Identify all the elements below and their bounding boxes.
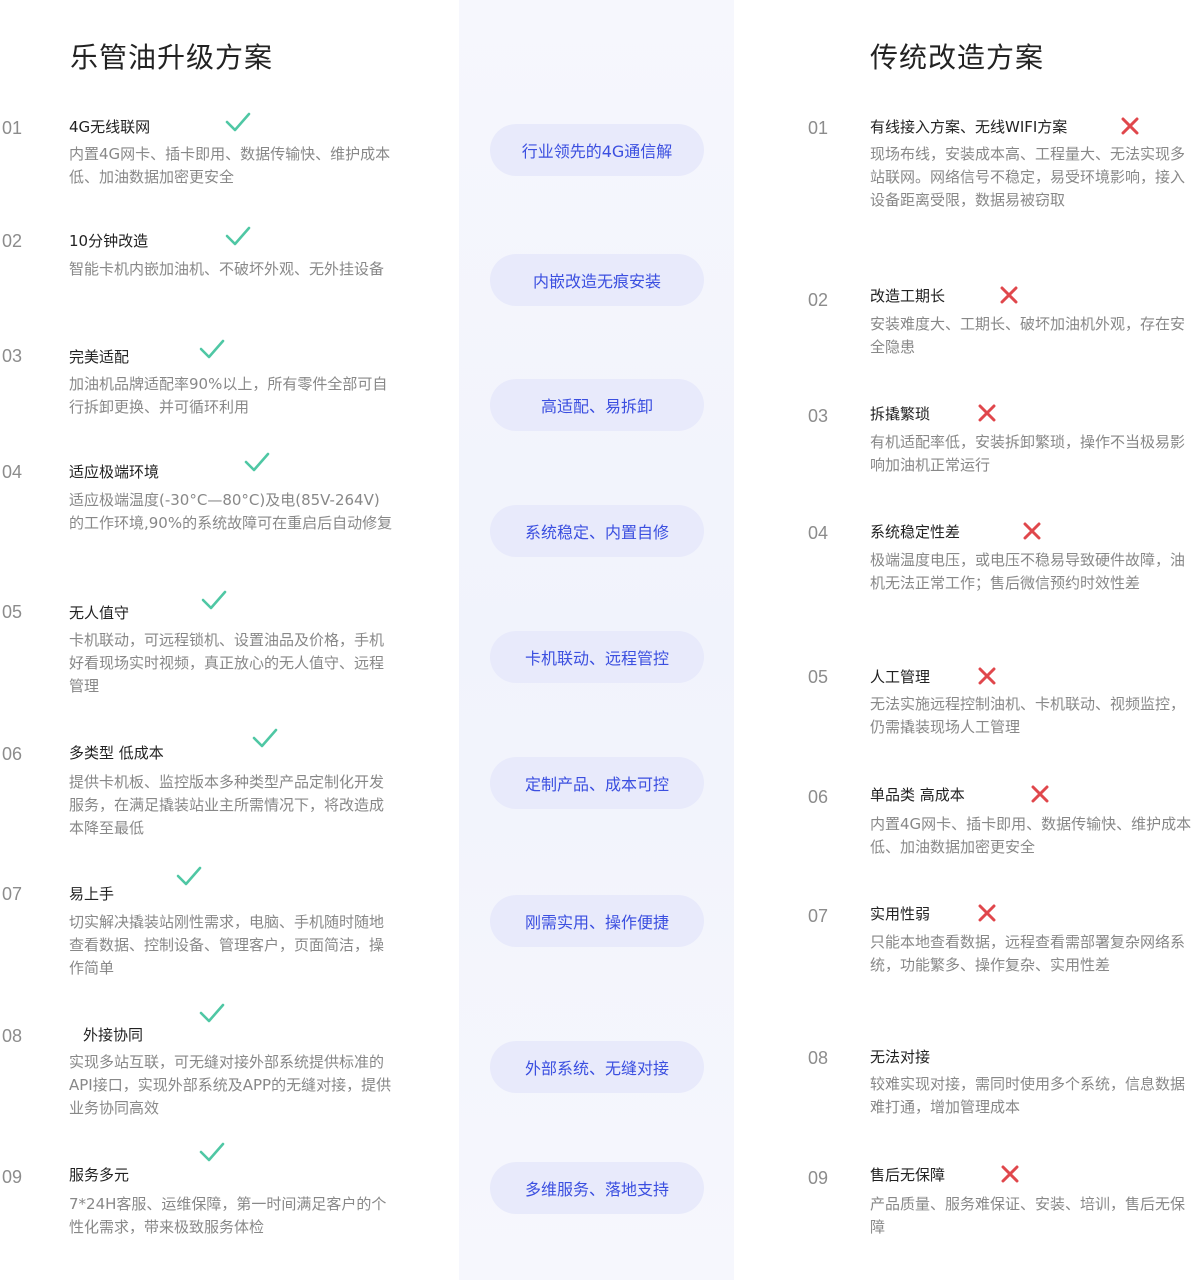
check-icon <box>176 866 202 886</box>
item-description: 极端温度电压，或电压不稳易导致硬件故障，油机无法正常工作；售后微信预约时效性差 <box>870 551 1186 592</box>
item-number: 04 <box>808 523 829 543</box>
item-number: 07 <box>808 906 829 926</box>
feature-pill: 卡机联动、远程管控 <box>490 631 704 683</box>
cross-icon <box>978 904 996 922</box>
item-description: 加油机品牌适配率90%以上，所有零件全部可自行拆卸更换、并可循环利用 <box>69 375 388 416</box>
check-icon <box>244 452 270 472</box>
cross-icon <box>1121 117 1139 135</box>
item-number: 08 <box>808 1048 829 1068</box>
item-number: 05 <box>2 602 23 622</box>
item-description: 较难实现对接，需同时使用多个系统，信息数据难打通，增加管理成本 <box>870 1075 1186 1116</box>
item-description: 现场布线，安装成本高、工程量大、无法实现多站联网。网络信号不稳定，易受环境影响，… <box>870 145 1186 209</box>
item-number: 03 <box>2 346 23 366</box>
cross-icon <box>1023 522 1041 540</box>
item-title: 完美适配 <box>69 348 130 366</box>
item-number: 01 <box>2 118 23 138</box>
item-title: 拆撬繁琐 <box>870 405 931 423</box>
cross-icon <box>978 404 996 422</box>
feature-pill: 外部系统、无缝对接 <box>490 1041 704 1093</box>
item-number: 09 <box>2 1167 23 1187</box>
item-number: 04 <box>2 462 23 482</box>
item-description: 实现多站互联，可无缝对接外部系统提供标准的API接口，实现外部系统及APP的无缝… <box>69 1053 392 1117</box>
item-number: 02 <box>808 290 829 310</box>
check-icon <box>199 1003 225 1023</box>
item-description: 有机适配率低，安装拆卸繁琐，操作不当极易影响加油机正常运行 <box>870 433 1186 474</box>
item-description: 产品质量、服务难保证、安装、培训，售后无保障 <box>870 1195 1186 1236</box>
feature-pill: 定制产品、成本可控 <box>490 757 704 809</box>
item-description: 智能卡机内嵌加油机、不破坏外观、无外挂设备 <box>69 260 385 278</box>
item-title: 易上手 <box>69 885 115 903</box>
item-title: 多类型 低成本 <box>69 744 164 762</box>
item-title: 4G无线联网 <box>69 118 151 136</box>
item-title: 实用性弱 <box>870 905 931 923</box>
item-number: 06 <box>2 744 23 764</box>
item-title: 无人值守 <box>69 604 130 622</box>
item-number: 05 <box>808 667 829 687</box>
cross-icon <box>1031 785 1049 803</box>
item-number: 07 <box>2 884 23 904</box>
check-icon <box>252 728 278 748</box>
item-title: 有线接入方案、无线WIFI方案 <box>870 118 1068 136</box>
item-title: 10分钟改造 <box>69 232 149 250</box>
item-description: 切实解决撬装站刚性需求，电脑、手机随时随地查看数据、控制设备、管理客户，页面简洁… <box>69 913 385 977</box>
item-number: 08 <box>2 1026 23 1046</box>
feature-pill: 高适配、易拆卸 <box>490 379 704 431</box>
item-title: 系统稳定性差 <box>870 523 961 541</box>
feature-pill: 多维服务、落地支持 <box>490 1162 704 1214</box>
cross-icon <box>1000 286 1018 304</box>
item-description: 无法实施远程控制油机、卡机联动、视频监控，仍需撬装现场人工管理 <box>870 695 1186 736</box>
item-description: 内置4G网卡、插卡即用、数据传输快、维护成本低、加油数据加密更安全 <box>69 145 391 186</box>
feature-pill: 行业领先的4G通信解 <box>490 124 704 176</box>
item-number: 02 <box>2 231 23 251</box>
item-title: 服务多元 <box>69 1166 130 1184</box>
item-title: 改造工期长 <box>870 287 946 305</box>
item-number: 06 <box>808 787 829 807</box>
check-icon <box>225 112 251 132</box>
check-icon <box>201 590 227 610</box>
feature-pill: 刚需实用、操作便捷 <box>490 895 704 947</box>
feature-pill: 系统稳定、内置自修 <box>490 505 704 557</box>
item-number: 01 <box>808 118 829 138</box>
right-column-title: 传统改造方案 <box>870 41 1045 74</box>
check-icon <box>225 226 251 246</box>
item-description: 安装难度大、工期长、破坏加油机外观，存在安全隐患 <box>870 315 1186 356</box>
cross-icon <box>1001 1165 1019 1183</box>
item-description: 提供卡机板、监控版本多种类型产品定制化开发服务，在满足撬装站业主所需情况下，将改… <box>69 773 385 837</box>
item-description: 内置4G网卡、插卡即用、数据传输快、维护成本低、加油数据加密更安全 <box>870 815 1192 856</box>
item-description: 适应极端温度(-30°C—80°C)及电(85V-264V)的工作环境,90%的… <box>69 491 393 532</box>
item-number: 03 <box>808 406 829 426</box>
cross-icon <box>978 667 996 685</box>
check-icon <box>199 1142 225 1162</box>
left-column-title: 乐管油升级方案 <box>70 41 274 74</box>
item-description: 7*24H客服、运维保障，第一时间满足客户的个性化需求，带来极致服务体检 <box>69 1195 387 1236</box>
item-number: 09 <box>808 1168 829 1188</box>
item-title: 单品类 高成本 <box>870 786 965 804</box>
item-title: 售后无保障 <box>870 1166 946 1184</box>
item-description: 卡机联动，可远程锁机、设置油品及价格，手机好看现场实时视频，真正放心的无人值守、… <box>69 631 385 695</box>
item-title: 适应极端环境 <box>69 463 160 481</box>
item-description: 只能本地查看数据，远程查看需部署复杂网络系统，功能繁多、操作复杂、实用性差 <box>870 933 1186 974</box>
item-title: 无法对接 <box>870 1048 931 1066</box>
item-title: 外接协同 <box>83 1026 144 1044</box>
feature-pill: 内嵌改造无痕安装 <box>490 254 704 306</box>
check-icon <box>199 339 225 359</box>
item-title: 人工管理 <box>870 668 931 686</box>
